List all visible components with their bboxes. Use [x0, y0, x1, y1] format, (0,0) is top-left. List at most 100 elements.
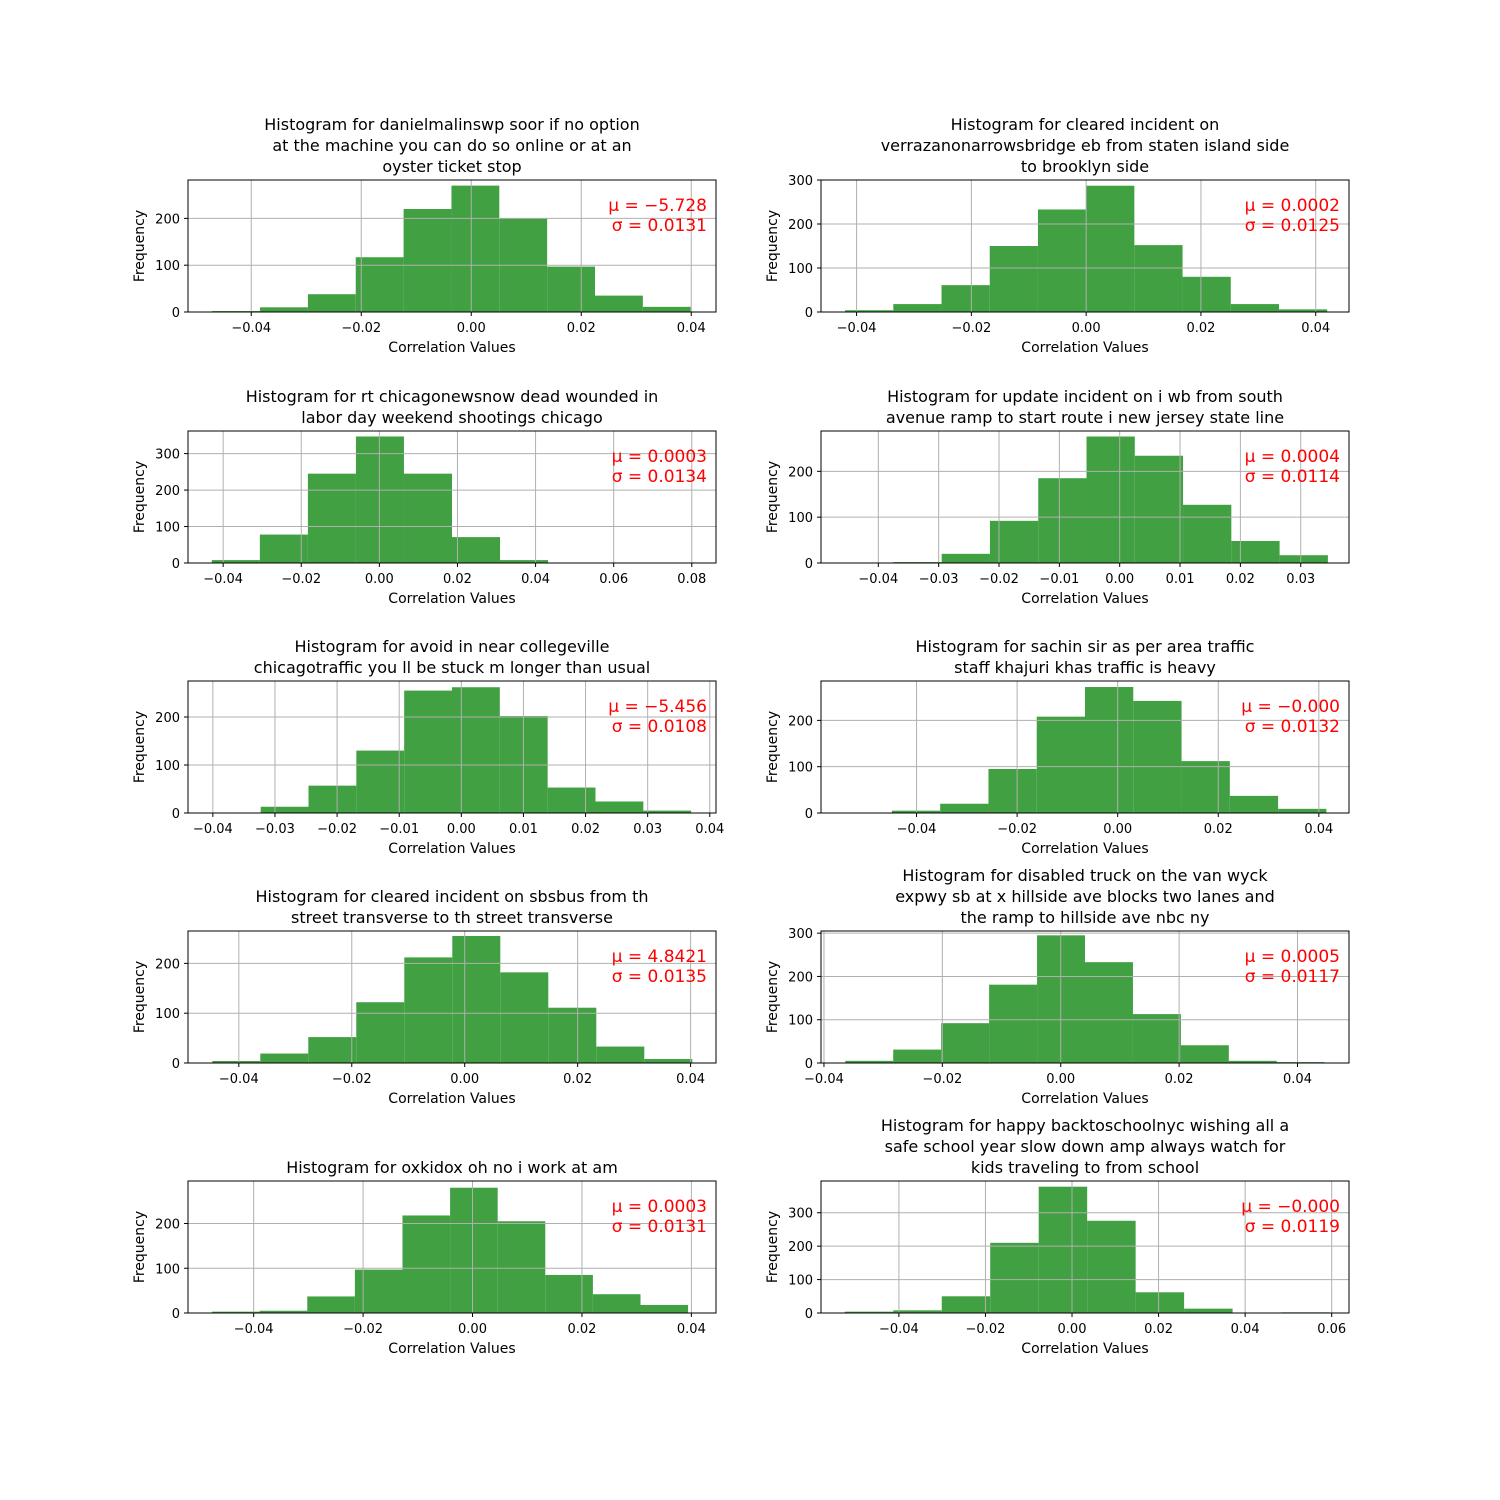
x-tick-label: 0.04: [1283, 1072, 1312, 1087]
x-tick-label: 0.01: [509, 822, 538, 837]
x-tick-label: 0.00: [1103, 822, 1132, 837]
histogram-bar: [1038, 1186, 1088, 1313]
x-tick-label: 0.04: [676, 1072, 705, 1087]
histogram-panel-2: −0.04 −0.02 0.00 0.02 0.04 0 100 200 300 Correlat…: [765, 115, 1350, 356]
x-tick-label: 0.00: [458, 1322, 487, 1337]
x-tick-label: −0.03: [919, 572, 959, 587]
y-tick-label: 0: [172, 306, 180, 321]
histogram-panel-10: −0.04 −0.02 0.00 0.02 0.04 0.06 0 100 200 300 Corr…: [765, 1116, 1350, 1357]
y-tick-label: 200: [155, 1218, 180, 1233]
y-tick-label: 100: [155, 759, 180, 774]
histogram-bar: [644, 1059, 693, 1063]
chart-title-line: the ramp to hillside ave nbc ny: [960, 908, 1209, 927]
x-axis-label: Correlation Values: [388, 1091, 515, 1107]
x-tick-label: −0.04: [804, 1072, 844, 1087]
histogram-bar: [355, 436, 404, 563]
y-axis-label: Frequency: [765, 711, 781, 783]
x-tick-label: −0.02: [997, 822, 1037, 837]
x-axis-label: Correlation Values: [1021, 1341, 1148, 1357]
x-tick-label: 0.00: [1058, 1322, 1087, 1337]
histogram-bar: [308, 1037, 357, 1063]
histogram-bar: [1278, 309, 1328, 312]
x-tick-label: −0.02: [281, 572, 321, 587]
histogram-bar: [500, 560, 549, 563]
histogram-bar: [642, 306, 691, 312]
std-annotation: σ = 0.0108: [612, 717, 707, 737]
x-tick-label: 0.03: [633, 822, 662, 837]
x-tick-label: 0.03: [1286, 572, 1315, 587]
histogram-bar: [1278, 808, 1327, 813]
histogram-bar: [545, 1274, 593, 1313]
histogram-bar: [1133, 700, 1182, 813]
histogram-bar: [212, 1061, 261, 1063]
plot-frame: [820, 1180, 1350, 1314]
x-tick-label: −0.02: [343, 1322, 383, 1337]
x-tick-label: −0.04: [858, 572, 898, 587]
x-tick-label: −0.02: [317, 822, 357, 837]
x-tick-label: 0.08: [677, 572, 706, 587]
chart-title-line: Histogram for sachin sir as per area tra…: [916, 637, 1255, 656]
histogram-bar: [1228, 1060, 1277, 1063]
histogram-bar: [893, 1310, 942, 1313]
x-tick-label: 0.02: [443, 572, 472, 587]
x-tick-label: 0.06: [599, 572, 628, 587]
histogram-panel-3: −0.04 −0.02 0.00 0.02 0.04 0.06 0.08 0 100 200 300…: [132, 387, 717, 607]
y-axis-label: Frequency: [132, 1211, 148, 1283]
x-tick-label: 0.02: [1186, 321, 1215, 336]
y-tick-label: 200: [155, 957, 180, 972]
x-tick-label: 0.00: [1105, 572, 1134, 587]
x-tick-label: −0.04: [219, 1072, 259, 1087]
histogram-bar: [1182, 276, 1231, 312]
histogram-bar: [356, 1002, 405, 1063]
x-tick-label: −0.04: [193, 822, 233, 837]
x-axis-label: Correlation Values: [1021, 591, 1148, 607]
x-tick-label: −0.04: [837, 321, 877, 336]
std-annotation: σ = 0.0134: [612, 467, 707, 487]
histogram-bar: [307, 473, 356, 563]
x-tick-label: 0.06: [1317, 1322, 1346, 1337]
y-tick-label: 0: [172, 557, 180, 572]
y-axis-label: Frequency: [132, 210, 148, 282]
y-axis-label: Frequency: [765, 1211, 781, 1283]
x-tick-label: −0.02: [922, 1072, 962, 1087]
histogram-bar: [354, 1269, 403, 1313]
y-tick-label: 300: [788, 174, 813, 189]
histogram-panel-6: −0.04 −0.02 0.00 0.02 0.04 0 100 200 Correlation…: [765, 637, 1350, 857]
histogram-bar: [592, 1294, 641, 1313]
plot-frame: [187, 1180, 717, 1314]
histogram-bar: [595, 295, 643, 312]
x-axis-label: Correlation Values: [1021, 841, 1148, 857]
chart-title-line: staff khajuri khas traffic is heavy: [954, 658, 1216, 677]
chart-title-line: oyster ticket stop: [382, 157, 521, 176]
x-axis-label: Correlation Values: [1021, 1091, 1148, 1107]
histogram-bar: [1181, 761, 1230, 813]
histogram-bar: [891, 810, 941, 813]
mean-annotation: μ = 4.8421: [612, 947, 707, 967]
chart-title-line: Histogram for danielmalinswp soor if no …: [264, 115, 639, 134]
mean-annotation: μ = 0.0003: [612, 1197, 707, 1217]
plot-frame: [820, 430, 1350, 564]
plot-frame: [820, 680, 1350, 814]
std-annotation: σ = 0.0135: [612, 967, 707, 987]
y-tick-label: 100: [155, 521, 180, 536]
x-axis-label: Correlation Values: [1021, 340, 1148, 356]
histogram-bar: [640, 1304, 689, 1313]
histogram-bar: [259, 534, 308, 563]
x-tick-label: −0.04: [879, 1322, 919, 1337]
histogram-panel-7: −0.04 −0.02 0.00 0.02 0.04 0 100 200 Correlation…: [132, 887, 717, 1107]
chart-title-line: Histogram for happy backtoschoolnyc wish…: [881, 1116, 1289, 1135]
x-tick-label: 0.04: [677, 321, 706, 336]
y-tick-label: 100: [788, 262, 813, 277]
x-tick-label: 0.00: [450, 1072, 479, 1087]
chart-title-line: safe school year slow down amp always wa…: [885, 1137, 1286, 1156]
x-tick-label: −0.04: [203, 572, 243, 587]
plot-frame: [820, 179, 1350, 313]
y-tick-label: 100: [788, 511, 813, 526]
histogram-panel-5: −0.04 −0.03 −0.02 −0.01 0.00 0.01 0.02 0.03 0.04…: [132, 637, 724, 857]
x-tick-label: 0.02: [571, 822, 600, 837]
histogram-bar: [1087, 1220, 1136, 1313]
y-tick-label: 0: [172, 1307, 180, 1322]
x-tick-label: 0.00: [365, 572, 394, 587]
histogram-bar: [1132, 1014, 1181, 1063]
